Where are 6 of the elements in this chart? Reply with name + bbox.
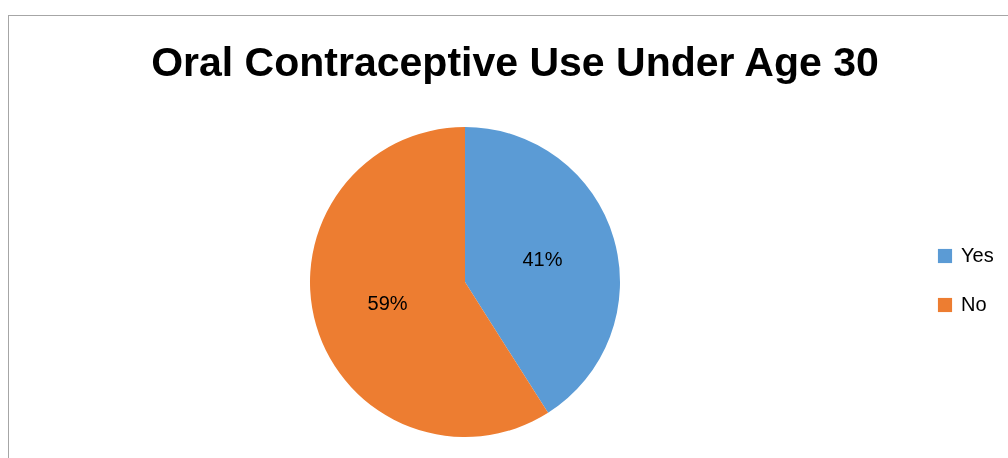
pie-slice <box>465 127 620 413</box>
legend-label: Yes <box>961 244 994 266</box>
data-label: 41% <box>522 247 563 270</box>
chart-title: Oral Contraceptive Use Under Age 30 <box>151 39 879 85</box>
legend-label: No <box>961 293 987 315</box>
data-label: 59% <box>367 292 408 315</box>
